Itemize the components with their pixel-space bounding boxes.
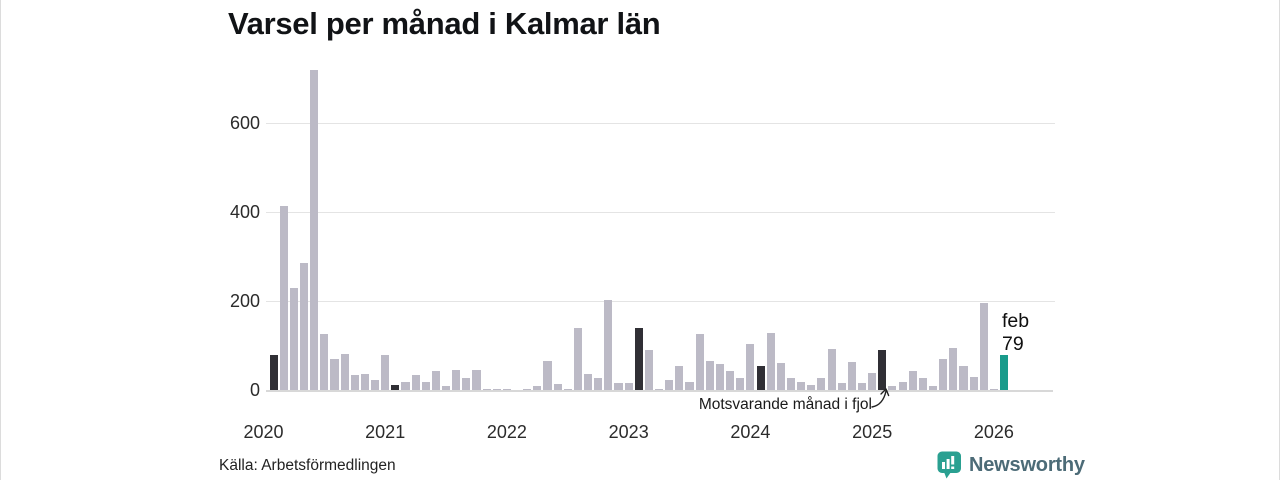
bar [340,354,349,390]
bar [421,382,430,390]
chart-title: Varsel per månad i Kalmar län [228,6,661,41]
bar [442,386,451,390]
current-month-label: feb 79 [1002,310,1029,356]
bar-same-month-last-year [269,354,278,390]
bar [979,303,988,390]
bar [573,327,582,390]
bar [533,386,542,390]
bar [584,373,593,390]
bar [665,379,674,390]
bar [959,366,968,390]
x-axis-tick-label: 2025 [852,422,893,442]
x-axis-tick-label: 2021 [365,422,406,442]
bar [330,358,339,390]
bar [492,389,501,390]
bar [847,362,856,390]
newsworthy-logo: Newsworthy [937,451,1085,479]
x-axis-line [266,390,1053,393]
bar [797,382,806,390]
bar [857,383,867,390]
annotation-last-year-text: Motsvarande månad i fjol [698,396,872,413]
bar [736,378,745,390]
bar [604,299,613,390]
bar [320,333,329,390]
grid-line [266,301,1055,303]
x-axis-tick-label: 2020 [243,422,284,442]
bar [360,374,369,390]
current-month-value: 79 [1002,333,1024,355]
bar [452,370,461,390]
bar [918,378,927,390]
bar [817,378,826,390]
bar-same-month-last-year [391,385,400,390]
bar-same-month-last-year [878,350,887,390]
current-month-name: feb [1002,310,1030,332]
bar [614,383,623,390]
x-axis-tick-label: 2022 [486,422,527,442]
bar-same-month-last-year [756,365,765,390]
bar [310,70,319,390]
x-axis-tick-label: 2024 [730,422,771,442]
bar [299,263,309,390]
bar [898,381,907,390]
bar [655,389,664,390]
y-axis-tick-label: 400 [229,202,260,223]
bar [370,379,380,390]
bar [401,382,410,390]
annotation-arrow-icon [871,388,890,408]
bar [888,386,897,390]
newsworthy-wordmark: Newsworthy [969,453,1085,476]
bar [502,389,511,390]
y-axis-tick-label: 0 [249,380,260,400]
grid-line [266,212,1055,214]
x-axis-tick-label: 2026 [973,422,1014,442]
bar [472,370,481,390]
bar [279,205,288,390]
bar [989,389,998,390]
bar [746,344,755,390]
y-axis-tick-label: 200 [229,291,260,312]
bar [644,350,654,390]
bar [786,378,796,390]
bar [837,383,846,390]
bar [624,383,633,390]
bar [939,358,948,390]
bar [705,360,714,390]
bar [949,347,958,390]
bar [868,373,877,390]
bar [594,378,603,390]
source-label: Källa: Arbetsförmedlingen [219,457,396,474]
bar [776,363,785,390]
x-axis-tick-label: 2023 [608,422,649,442]
bar [543,360,552,390]
bar [381,355,390,390]
bar [969,376,978,390]
bar [695,334,704,390]
bar [523,389,532,390]
bar [289,287,298,390]
bar [431,370,440,390]
bar [928,386,938,390]
bar [350,375,359,390]
grid-line [266,123,1055,125]
bar [807,385,816,390]
bar [908,370,917,390]
y-axis-tick-label: 600 [229,113,260,134]
bar-current-month [999,354,1009,390]
bar [411,375,420,390]
bar [553,384,562,390]
bar [482,389,491,390]
bar [715,363,725,390]
bar [726,370,735,390]
bar [766,333,775,390]
bar [462,378,471,390]
bar-same-month-last-year [634,327,643,390]
bar [827,348,836,390]
bar [675,365,684,390]
newsworthy-speech-bubble-chart-icon [937,451,961,479]
bar [563,389,572,390]
bar [685,382,694,390]
